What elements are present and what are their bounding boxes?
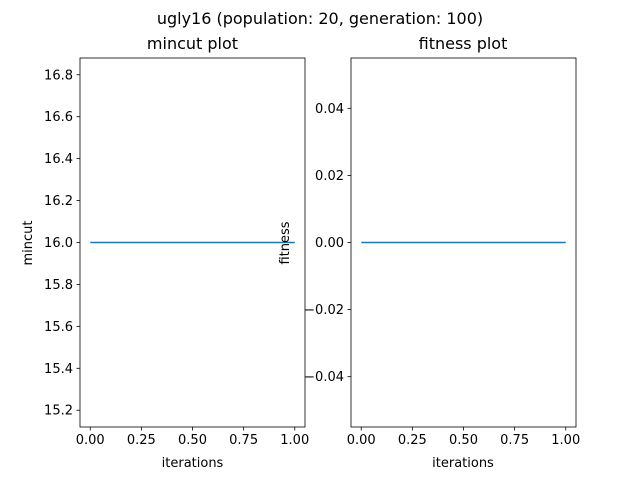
fitness-plot-xtick-label: 0.25 [398,433,427,448]
figure-suptitle: ugly16 (population: 20, generation: 100) [157,9,483,28]
fitness-plot-xtick-label: 0.00 [347,433,376,448]
mincut-plot-ytick-label: 15.6 [44,320,73,335]
fitness-plot-xtick-label: 0.50 [449,433,478,448]
mincut-plot-title: mincut plot [147,34,238,53]
mincut-plot-xtick-label: 1.00 [280,433,309,448]
fitness-plot-marks: 0.00 0.25 0.50 0.75 1.00 −0.04 −0.02 0.00 0.02 0.… [304,57,580,448]
fitness-plot: fitness plot iterations fitness 0.00 0.25… [278,34,580,471]
fitness-plot-ylabel: fitness [278,221,293,264]
mincut-plot-xtick-label: 0.00 [76,433,105,448]
fitness-plot-ytick-label: −0.04 [304,370,344,385]
mincut-plot-ytick-label: 16.0 [44,236,73,251]
fitness-plot-xlabel: iterations [432,456,494,471]
fitness-plot-ytick-label: 0.00 [315,236,344,251]
mincut-plot-ytick-label: 16.4 [44,152,73,167]
mincut-plot-ytick-label: 16.8 [44,68,73,83]
fitness-plot-ytick-label: −0.02 [304,303,344,318]
fitness-plot-xtick-label: 1.00 [551,433,580,448]
mincut-plot: mincut plot iterations mincut 0.00 0.25 0.… [21,34,309,471]
mincut-plot-xtick-label: 0.75 [229,433,258,448]
mincut-plot-ytick-label: 15.8 [44,278,73,293]
mincut-plot-ytick-label: 16.6 [44,110,73,125]
fitness-plot-ytick-label: 0.02 [315,169,344,184]
mincut-plot-ytick-label: 15.2 [44,404,73,419]
fitness-plot-title: fitness plot [419,34,508,53]
mincut-plot-ytick-label: 16.2 [44,194,73,209]
mincut-plot-ytick-label: 15.4 [44,362,73,377]
mincut-plot-xtick-label: 0.50 [178,433,207,448]
mincut-plot-xtick-label: 0.25 [127,433,156,448]
mincut-plot-xlabel: iterations [162,456,224,471]
fitness-plot-xtick-label: 0.75 [500,433,529,448]
mincut-plot-ylabel: mincut [21,221,36,266]
fitness-plot-ytick-label: 0.04 [315,102,344,117]
mincut-plot-marks: 0.00 0.25 0.50 0.75 1.00 15.2 15.4 15.6 15.8 16.0… [44,57,309,448]
